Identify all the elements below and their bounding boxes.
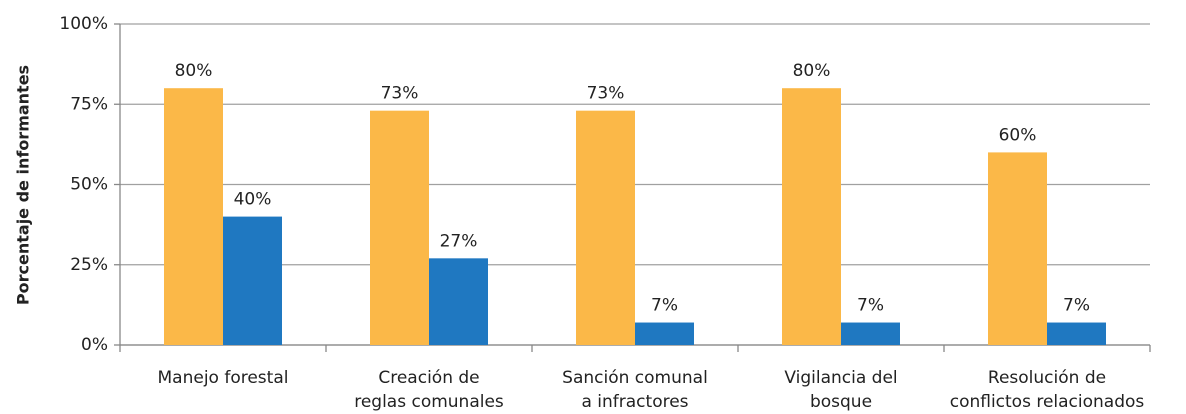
y-tick-label: 75% <box>70 94 108 114</box>
x-tick-label: Creación de reglas comunales <box>354 368 504 412</box>
value-label: 7% <box>1063 296 1090 316</box>
bar <box>429 258 488 345</box>
x-tick-label-line: Sanción comunal <box>562 368 708 388</box>
value-label: 73% <box>587 84 625 104</box>
x-tick-label-line: Resolución de <box>988 368 1106 388</box>
x-tick-label: Resolución de conflictos relacionados <box>950 368 1145 412</box>
value-label: 60% <box>999 125 1037 145</box>
y-axis-title: Porcentaje de informantes <box>14 65 33 305</box>
y-tick-label: 50% <box>70 175 108 195</box>
x-tick-label: Vigilancia del bosque <box>784 368 897 412</box>
bar <box>576 110 635 345</box>
x-tick-label-line: bosque <box>810 392 872 412</box>
bar <box>841 322 900 345</box>
x-tick-label: Manejo forestal <box>158 368 289 388</box>
y-tick-label: 25% <box>70 255 108 275</box>
value-label: 27% <box>440 231 478 251</box>
value-label: 80% <box>793 61 831 81</box>
value-label: 73% <box>381 84 419 104</box>
x-tick-label-line: Manejo forestal <box>158 368 289 388</box>
bar <box>370 110 429 345</box>
x-tick-label-line: a infractores <box>581 392 688 412</box>
x-tick-label: Sanción comunal a infractores <box>562 368 708 412</box>
bar <box>988 152 1047 345</box>
bar <box>164 88 223 345</box>
x-tick-label-line: conflictos relacionados <box>950 392 1145 412</box>
bar <box>782 88 841 345</box>
bar <box>223 216 282 345</box>
bar <box>635 322 694 345</box>
y-tick-label: 100% <box>59 14 108 34</box>
value-label: 7% <box>857 296 884 316</box>
value-label: 80% <box>175 61 213 81</box>
x-tick-label-line: Creación de <box>378 368 479 388</box>
value-label: 40% <box>234 190 272 210</box>
y-tick-label: 0% <box>81 335 108 355</box>
bar <box>1047 322 1106 345</box>
x-tick-label-line: Vigilancia del <box>784 368 897 388</box>
value-label: 7% <box>651 296 678 316</box>
x-tick-label-line: reglas comunales <box>354 392 504 412</box>
